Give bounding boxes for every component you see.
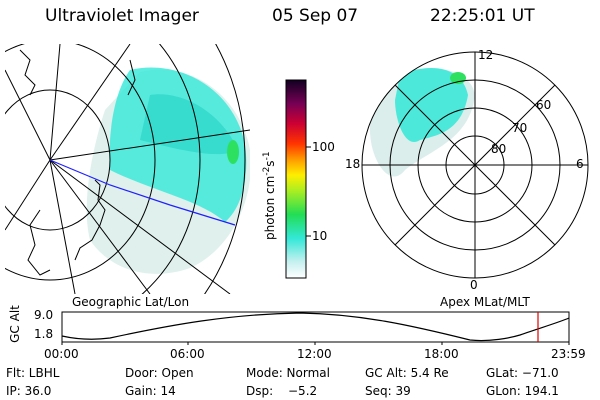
mlt-label-0: 0 — [470, 278, 478, 292]
info-seq: Seq: 39 — [365, 384, 411, 398]
colorbar — [285, 79, 307, 279]
info-mode: Mode: Normal — [246, 366, 330, 380]
mlt-label-6: 6 — [576, 157, 584, 171]
info-dsp-label: Dsp: — [246, 384, 274, 398]
time-tick-1800: 18:00 — [424, 347, 459, 361]
info-gain: Gain: 14 — [125, 384, 176, 398]
altitude-ytick-9: 9.0 — [34, 308, 54, 322]
lat-label-80: 80 — [491, 142, 507, 156]
instrument-title: Ultraviolet Imager — [45, 6, 199, 26]
satellite-track — [49, 159, 236, 226]
time-tick-0600: 06:00 — [170, 347, 205, 361]
polar-plot — [361, 51, 589, 279]
info-gc-alt: GC Alt: 5.4 Re — [365, 366, 449, 380]
polar-aurora — [395, 67, 468, 142]
colorbar-tick-10: 10 — [312, 229, 328, 243]
time-tick-0000: 00:00 — [44, 347, 79, 361]
lat-label-60: 60 — [536, 98, 552, 112]
geo-aurora-core — [140, 94, 238, 155]
geographic-map — [5, 44, 250, 294]
time-tick-1200: 12:00 — [297, 347, 332, 361]
info-dsp-value: −5.2 — [288, 384, 318, 398]
geo-green-spot — [227, 140, 239, 164]
lat-label-70: 70 — [512, 121, 528, 135]
info-filter: Flt: LBHL — [6, 366, 60, 380]
geographic-caption: Geographic Lat/Lon — [72, 295, 190, 309]
colorbar-label: photon cm-2s-1 — [262, 151, 277, 240]
info-ip: IP: 36.0 — [6, 384, 52, 398]
mlt-label-12: 12 — [478, 48, 494, 62]
altitude-ylabel: GC Alt — [7, 305, 22, 343]
info-glon: GLon: 194.1 — [486, 384, 559, 398]
altitude-curve — [61, 312, 570, 342]
altitude-ytick-1-8: 1.8 — [34, 327, 54, 341]
colorbar-tick-100: 100 — [312, 140, 335, 154]
time-tick-2359: 23:59 — [551, 347, 586, 361]
info-glat: GLat: −71.0 — [486, 366, 559, 380]
date-title: 05 Sep 07 — [272, 6, 359, 26]
altitude-plot-frame — [61, 311, 570, 343]
info-door: Door: Open — [125, 366, 194, 380]
time-title: 22:25:01 UT — [430, 6, 535, 26]
mlt-label-18: 18 — [345, 157, 361, 171]
apex-caption: Apex MLat/MLT — [440, 295, 530, 309]
